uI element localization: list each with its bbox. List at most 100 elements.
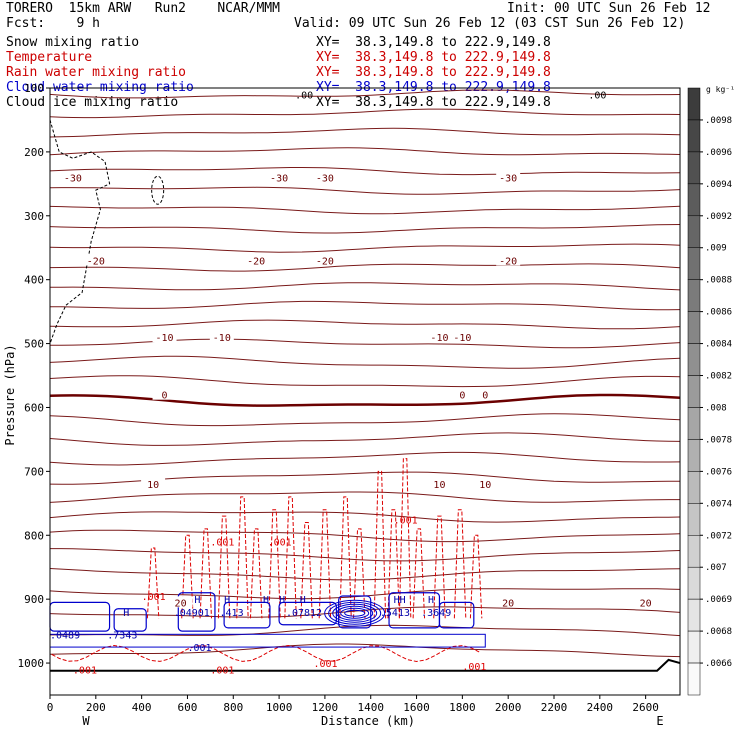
isotherm-label-bg [60, 171, 85, 183]
y-tick-label: 400 [24, 274, 44, 287]
colorbar-segment [687, 119, 701, 153]
snow-contour [49, 119, 111, 344]
isotherm-label-bg [168, 596, 193, 608]
cloud-water-contour [113, 608, 147, 632]
isotherm-label-bg [244, 254, 269, 266]
isotherm-line [49, 375, 681, 388]
isotherm-label: -20 [316, 257, 334, 268]
colorbar-tick-label: .0094 [705, 180, 732, 190]
x-tick-label: 1200 [312, 701, 339, 714]
cloud-water-label: .001 [187, 643, 211, 654]
rain-label: .001 [210, 665, 234, 676]
x-tick-label: 1000 [266, 701, 293, 714]
isotherm-line [49, 147, 681, 156]
x-tick-label: 1600 [403, 701, 430, 714]
isotherm-label-bg [633, 596, 658, 608]
rain-contour-spike [318, 509, 332, 619]
x-tick-label: 200 [86, 701, 106, 714]
colorbar-segment [687, 566, 701, 600]
isotherm-label-bg [152, 388, 177, 400]
cloud-water-contour [177, 592, 216, 632]
rain-contour-spike [217, 515, 231, 619]
isotherm-line [50, 548, 681, 562]
isotherm-label-bg [267, 171, 292, 183]
rain-contour-spike [300, 521, 313, 619]
rain-contour-base [49, 644, 481, 670]
rain-contour-spike [146, 547, 160, 619]
x-tick-label: 2200 [541, 701, 568, 714]
colorbar-segment [687, 471, 701, 504]
isotherm-label: -30 [499, 173, 517, 184]
isotherm-line [49, 511, 681, 523]
colorbar-tick-label: .0074 [705, 499, 732, 509]
isotherm-line [49, 205, 681, 215]
isotherm-label-bg [450, 388, 475, 400]
isotherm-line [49, 568, 681, 581]
y-tick-label: 500 [24, 338, 44, 351]
isotherm-label: 10 [479, 480, 491, 491]
x-tick-label: 600 [178, 701, 198, 714]
colorbar-segment [687, 151, 701, 185]
isotherm-label: -10 [430, 333, 448, 344]
cloud-water-contours [49, 592, 486, 648]
cloud-water-contour [338, 595, 372, 629]
isotherm-label-bg [427, 478, 452, 490]
plot-frame [49, 87, 681, 696]
isotherm-label-bg [450, 331, 475, 343]
colorbar-tick-label: .0076 [705, 467, 732, 477]
isotherm-line [49, 300, 681, 311]
isotherm-label: 0 [482, 391, 488, 402]
cloud-water-label: .04901 [174, 608, 210, 619]
snow-contour-cell [151, 175, 165, 205]
isotherm-label: -10 [213, 333, 231, 344]
colorbar: .0098 .0096 .0094 .0092 .009 .0088 .0086 .0084.… [687, 87, 732, 696]
colorbar-segment [687, 375, 701, 408]
x-tick-label: 400 [132, 701, 152, 714]
x-tick-label: 0 [47, 701, 54, 714]
high-marker: H [224, 595, 230, 606]
colorbar-tick-label: .0082 [705, 372, 732, 382]
rain-label: .001 [313, 659, 337, 670]
colorbar-segment [687, 630, 701, 664]
field-label-snow: Snow mixing ratio [6, 35, 140, 50]
rain-contour-spike [236, 496, 249, 619]
cloud-water-contour [49, 601, 111, 632]
y-tick-label: 1000 [18, 657, 45, 670]
isotherm-line [49, 263, 681, 272]
rain-contour-spike [268, 509, 281, 619]
contour-labels: -30 -30 -30 -30 -20 -20 -20 -20 -10 -10 -10 -10 0 0 0 1… [50, 90, 658, 676]
x-tick-label: 800 [223, 701, 243, 714]
axes: 0 200 400 600 800 1000 1200 1400 1600 1800 2000 220… [18, 82, 681, 714]
colorbar-segment [687, 503, 701, 536]
rain-label: .001 [210, 538, 234, 549]
field-label-cloud-water: Cloud water mixing ratio [6, 80, 194, 95]
cloud-water-contour [223, 601, 271, 629]
cloud-water-core [344, 609, 366, 617]
colorbar-tick-label: .009 [705, 244, 727, 254]
rain-contour-spike [387, 509, 400, 619]
colorbar-segment [687, 662, 701, 696]
isotherm-line [49, 432, 681, 446]
isotherm-line [49, 224, 681, 234]
y-tick-label: 100 [24, 82, 44, 95]
header-line2-left: Fcst: 9 h [6, 16, 100, 31]
isotherm-line [49, 186, 681, 195]
isotherm-line [50, 282, 681, 291]
isotherm-line [49, 529, 681, 543]
isotherm-label-bg [473, 478, 498, 490]
isotherm-label-bg [141, 478, 166, 490]
y-tick-label: 600 [24, 401, 44, 414]
isotherm-line [49, 355, 681, 369]
high-marker: H [428, 595, 434, 606]
rain-label: .001 [73, 665, 97, 676]
rain-contour-spike [181, 534, 194, 619]
colorbar-tick-label: .0078 [705, 435, 732, 445]
isotherm-line [49, 491, 680, 503]
field-xy-cloud-ice: XY= 38.3,149.8 to 222.9,149.8 [316, 95, 551, 110]
rain-contour-spike [284, 496, 297, 619]
isotherm-line [49, 643, 681, 658]
isotherm-label-bg [209, 331, 234, 343]
isotherm-line [50, 338, 681, 349]
rain-contours [49, 119, 483, 670]
isotherm-label: 20 [640, 598, 652, 609]
